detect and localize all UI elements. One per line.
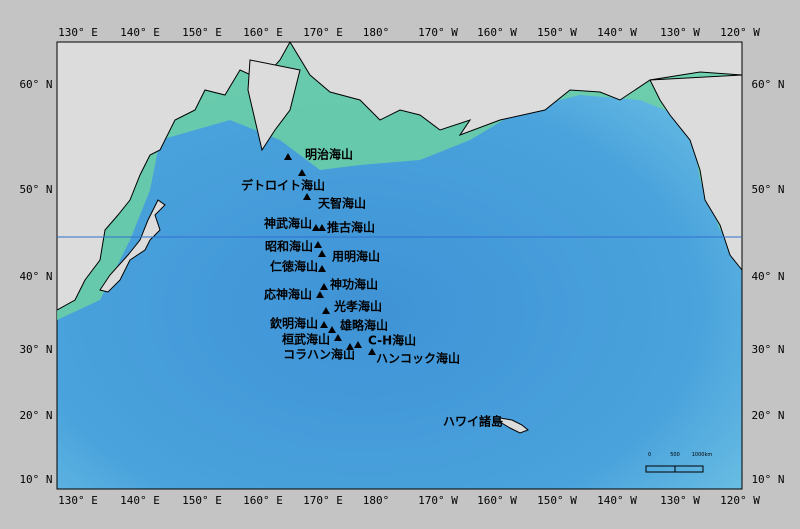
latitude-label: 30° N [751, 343, 784, 356]
hawaii [499, 417, 529, 434]
seamount-marker [318, 250, 326, 257]
longitude-label: 180° [363, 494, 390, 507]
longitude-label: 170° E [303, 494, 343, 507]
longitude-label: 140° E [120, 26, 160, 39]
islands-label: ハワイ諸島 [443, 414, 503, 429]
seamount-marker [334, 334, 342, 341]
seamount-label: ハンコック海山 [376, 351, 460, 366]
seamount-marker [368, 348, 376, 355]
latitude-label: 10° N [19, 473, 52, 486]
longitude-label: 180° [363, 26, 390, 39]
seamount-marker [320, 283, 328, 290]
seamount-marker [322, 307, 330, 314]
seamount-label: 明治海山 [305, 147, 353, 162]
seamount-label: 光孝海山 [333, 299, 382, 314]
seamount-label: 雄略海山 [339, 318, 388, 333]
scale-label: 1000km [692, 452, 713, 458]
seamount-label: 桓武海山 [282, 332, 330, 347]
longitude-label: 130° W [660, 494, 700, 507]
seamount-label: デトロイト海山 [241, 178, 325, 193]
latitude-label: 50° N [751, 183, 784, 196]
longitude-label: 170° W [418, 494, 458, 507]
latitude-label: 10° N [751, 473, 784, 486]
seamount-label: C-H海山 [368, 333, 416, 348]
longitude-label: 150° E [182, 494, 222, 507]
seamount-marker [318, 224, 326, 231]
longitude-label: 130° E [58, 26, 98, 39]
shelf [57, 42, 742, 320]
scale-label: 0 [648, 452, 651, 458]
longitude-label: 160° E [243, 494, 283, 507]
seamount-label: 神武海山 [264, 216, 312, 231]
longitude-label: 150° W [537, 26, 577, 39]
seamount-label: 欽明海山 [270, 316, 318, 331]
longitude-label: 120° W [720, 494, 760, 507]
longitude-label: 130° E [58, 494, 98, 507]
kamchatka [247, 59, 301, 152]
alaska [289, 41, 743, 137]
longitude-label: 170° W [418, 26, 458, 39]
longitude-label: 170° E [303, 26, 343, 39]
longitude-label: 140° W [597, 26, 637, 39]
seamount-label: 応神海山 [264, 287, 312, 302]
longitude-label: 140° W [597, 494, 637, 507]
longitude-label: 150° E [182, 26, 222, 39]
seamount-label: 用明海山 [331, 249, 380, 264]
seamount-label: 天智海山 [318, 196, 366, 211]
seamount-label: 推古海山 [327, 220, 375, 235]
seamount-marker [303, 193, 311, 200]
seamount-marker [316, 291, 324, 298]
seamount-marker [284, 153, 292, 160]
scale-label: 500 [670, 452, 680, 458]
longitude-label: 120° W [720, 26, 760, 39]
longitude-label: 160° W [477, 26, 517, 39]
seamount-label: 神功海山 [330, 277, 378, 292]
seamount-marker [320, 321, 328, 328]
latitude-label: 40° N [19, 270, 52, 283]
seamount-marker [318, 265, 326, 272]
longitude-label: 150° W [537, 494, 577, 507]
latitude-label: 50° N [19, 183, 52, 196]
seamount-label: 仁徳海山 [270, 259, 318, 274]
seamount-marker [328, 326, 336, 333]
longitude-label: 130° W [660, 26, 700, 39]
latitude-label: 20° N [751, 409, 784, 422]
latitude-label: 40° N [751, 270, 784, 283]
seamount-marker [354, 341, 362, 348]
seamount-label: 昭和海山 [265, 239, 313, 254]
longitude-label: 160° E [243, 26, 283, 39]
seamount-marker [314, 241, 322, 248]
latitude-label: 30° N [19, 343, 52, 356]
seamount-marker [298, 169, 306, 176]
latitude-label: 20° N [19, 409, 52, 422]
seamount-label: コラハン海山 [283, 347, 355, 362]
seamount-marker [346, 343, 354, 350]
latitude-label: 60° N [19, 78, 52, 91]
longitude-label: 140° E [120, 494, 160, 507]
seamount-marker [312, 224, 320, 231]
longitude-label: 160° W [477, 494, 517, 507]
north-america [649, 74, 743, 272]
latitude-label: 60° N [751, 78, 784, 91]
